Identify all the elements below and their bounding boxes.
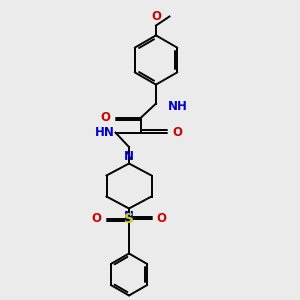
Text: N: N [124,150,134,163]
Text: N: N [124,210,134,223]
Text: NH: NH [167,100,187,113]
Text: O: O [172,126,182,139]
Text: O: O [151,10,161,23]
Text: O: O [156,212,166,226]
Text: O: O [100,111,110,124]
Text: O: O [92,212,102,226]
Text: HN: HN [95,126,115,139]
Text: S: S [124,212,134,226]
